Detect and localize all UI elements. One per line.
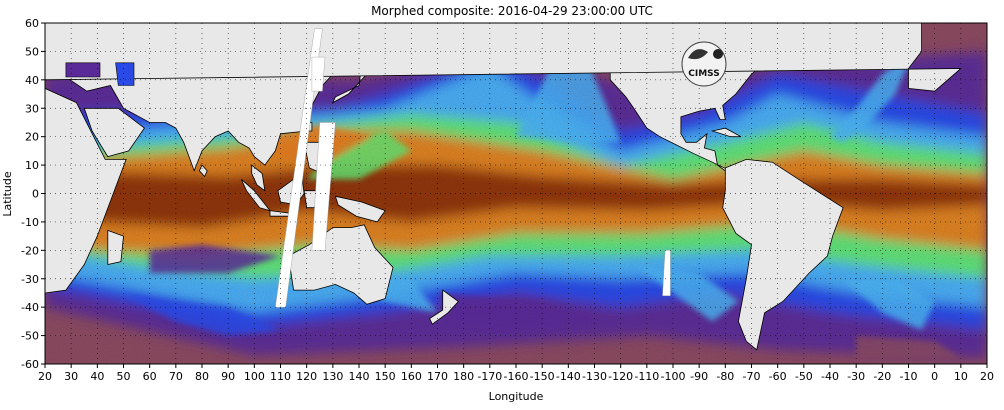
x-tick-label: -160 [504,370,529,383]
x-axis-label: Longitude [489,390,544,403]
x-tick-label: 140 [349,370,370,383]
x-tick-label: -150 [530,370,555,383]
land-malay-peninsula [251,164,266,192]
y-tick-label: -40 [21,301,39,314]
x-tick-label: 60 [143,370,157,383]
x-tick-label: -140 [556,370,581,383]
caspian-sea [115,62,135,86]
land-sumatra [240,178,272,212]
x-tick-label: -30 [847,370,865,383]
x-tick-label: 160 [401,370,422,383]
x-tick-label: -110 [634,370,659,383]
y-tick-label: 0 [32,188,39,201]
x-tick-label: -70 [743,370,761,383]
x-tick-label: 80 [195,370,209,383]
x-tick-label: 90 [221,370,235,383]
y-tick-label: -60 [21,358,39,371]
x-tick-label: 110 [270,370,291,383]
y-tick-label: -10 [21,216,39,229]
x-tick-label: 0 [931,370,938,383]
y-axis-ticks: 60 50 40 30 20 10 0 -10 -20 -30 -40 -50 -60 [21,17,45,371]
x-tick-label: 130 [322,370,343,383]
x-tick-label: -170 [477,370,502,383]
x-tick-label: 70 [169,370,183,383]
land-south-america [722,158,844,351]
y-tick-label: 60 [25,17,39,30]
y-tick-label: -50 [21,330,39,343]
map-title: Morphed composite: 2016-04-29 23:00:00 U… [371,4,653,18]
x-tick-label: 40 [90,370,104,383]
x-tick-label: -50 [795,370,813,383]
y-tick-label: -20 [21,244,39,257]
x-tick-label: -40 [821,370,839,383]
x-tick-label: 100 [244,370,265,383]
missing-data-swaths [275,28,671,308]
land-madagascar [107,229,124,265]
y-tick-label: 10 [25,159,39,172]
x-tick-label: 20 [38,370,52,383]
land-masses [45,23,962,351]
water-vapor-field [45,23,987,364]
missing-data-swath [662,250,671,296]
x-tick-label: 10 [954,370,968,383]
land-greenland [789,23,826,24]
land-africa [45,87,127,294]
land-new-zealand [429,289,459,325]
y-axis-label: Latitude [1,171,14,217]
x-tick-label: -130 [582,370,607,383]
graticule [45,23,987,364]
x-tick-label: 20 [980,370,994,383]
y-tick-label: 30 [25,102,39,115]
y-tick-label: 40 [25,74,39,87]
land-europe-west [45,23,962,92]
x-tick-label: -80 [716,370,734,383]
x-tick-label: 180 [453,370,474,383]
x-tick-label: -100 [661,370,686,383]
x-tick-label: -20 [873,370,891,383]
x-tick-label: -60 [769,370,787,383]
cimss-logo: CIMSS [681,41,727,87]
x-tick-label: -120 [608,370,633,383]
x-tick-label: 170 [427,370,448,383]
x-tick-label: -90 [690,370,708,383]
x-tick-label: 120 [296,370,317,383]
x-tick-label: -10 [900,370,918,383]
x-tick-label: 50 [117,370,131,383]
y-tick-label: 50 [25,45,39,58]
y-tick-label: 20 [25,131,39,144]
black-sea [65,62,101,78]
x-axis-ticks: 20 30 40 50 60 70 80 90 100 110 120 130 140 150 160 170… [38,364,994,383]
cimss-logo-text: CIMSS [688,69,719,79]
x-tick-label: 150 [375,370,396,383]
x-tick-label: 30 [64,370,78,383]
land-arabia [83,107,145,158]
land-new-guinea [334,195,386,223]
land-sri-lanka [198,164,208,178]
y-tick-label: -30 [21,273,39,286]
missing-data-swath [311,56,326,92]
